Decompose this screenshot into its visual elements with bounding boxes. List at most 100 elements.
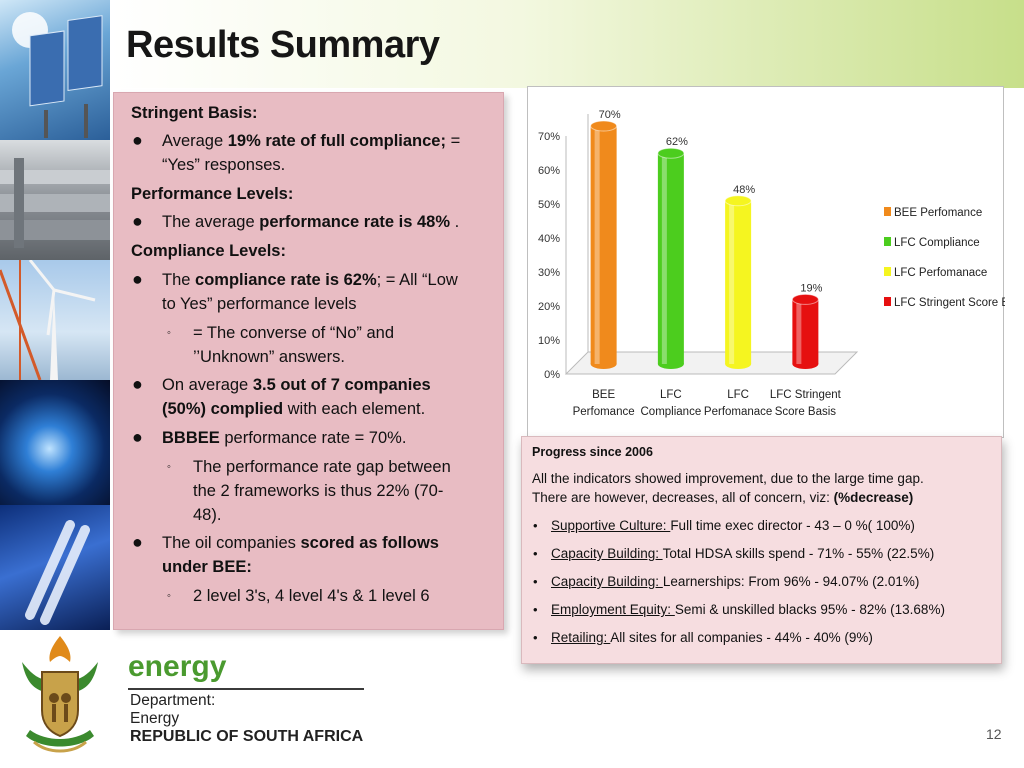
progress-intro-1: All the indicators showed improvement, d… [532, 471, 924, 486]
bar-base [792, 359, 819, 369]
bullet-icon: ● [132, 211, 143, 231]
x-tick-label: Compliance [641, 406, 702, 418]
y-tick-label: 40% [538, 233, 560, 245]
bullet-icon: • [533, 518, 538, 533]
sub-bullet-converse: = The converse of “No” and [193, 324, 395, 342]
sub-bullet-gap-cont2: 48). [193, 506, 222, 524]
y-tick-label: 20% [538, 301, 560, 313]
brand-divider [128, 688, 364, 690]
legend-entry: LFC Compliance [894, 237, 980, 249]
bullet-full-compliance-cont: “Yes” responses. [162, 156, 286, 174]
page-number: 12 [986, 726, 1002, 742]
bullet-companies-complied-cont: (50%) complied with each element. [162, 400, 426, 418]
x-tick-label: Perfomanace [704, 406, 772, 418]
bar-highlight [661, 153, 667, 364]
sub-bullet-icon: ◦ [167, 327, 171, 339]
bar-base [657, 359, 684, 369]
pipeline-image [0, 140, 110, 260]
stringent-heading: Stringent Basis: [131, 104, 258, 122]
legend-swatch [884, 207, 891, 216]
bullet-oil-companies: The oil companies scored as follows [162, 534, 439, 552]
bar [725, 200, 752, 364]
legend-entry: LFC Stringent Score Basis [894, 297, 1005, 309]
sub-bullet-icon: ◦ [167, 461, 171, 473]
title-band [110, 0, 1024, 88]
y-tick-label: 0% [544, 369, 560, 381]
bullet-icon: • [533, 630, 538, 645]
bar-base [590, 359, 617, 369]
country-name: REPUBLIC OF SOUTH AFRICA [130, 728, 364, 745]
bar [657, 153, 684, 364]
bullet-oil-companies-cont: under BEE: [162, 558, 252, 576]
data-label: 62% [666, 136, 688, 148]
chart-floor [564, 351, 859, 375]
compliance-heading: Compliance Levels: [131, 242, 286, 260]
legend-swatch [884, 297, 891, 306]
bar-top [657, 147, 685, 159]
progress-title: Progress since 2006 [532, 445, 653, 459]
progress-intro-2: There are however, decreases, all of con… [532, 490, 914, 505]
x-tick-label: LFC [727, 389, 749, 401]
progress-item: Employment Equity: Semi & unskilled blac… [551, 602, 945, 617]
data-label: 48% [733, 184, 755, 196]
gas-flame-image [0, 380, 110, 505]
x-tick-label: Perfomance [573, 406, 635, 418]
legend-entry: LFC Perfomanace [894, 267, 987, 279]
y-tick-label: 50% [538, 199, 560, 211]
bar-highlight [594, 126, 600, 364]
bar-top [724, 195, 752, 207]
legend-swatch [884, 267, 891, 276]
legend-swatch [884, 237, 891, 246]
bar-highlight [796, 299, 802, 364]
sub-bullet-gap: The performance rate gap between [193, 458, 451, 476]
x-tick-label: LFC Stringent [770, 389, 842, 401]
performance-heading: Performance Levels: [131, 185, 294, 203]
dept-label: Department: [130, 692, 216, 709]
data-label: 70% [599, 109, 621, 121]
bar-chart: 0% 10% 20% 30% 40% 50% 60% 70% 70% BEE Perfomance 6… [527, 86, 1005, 438]
bullet-bbbee-rate: BBBEE performance rate = 70%. [162, 429, 407, 447]
legend-entry: BEE Perfomance [894, 207, 982, 219]
bar [590, 126, 617, 364]
bar-highlight [729, 200, 735, 364]
bullet-icon: ● [132, 130, 143, 150]
bullet-icon: ● [132, 269, 143, 289]
slide-title: Results Summary [126, 24, 440, 66]
data-label: 19% [800, 282, 822, 294]
y-tick-label: 10% [538, 335, 560, 347]
progress-item: Supportive Culture: Full time exec direc… [551, 518, 915, 533]
energy-brand: energy [128, 650, 227, 683]
solar-panel-image [0, 0, 110, 140]
wind-turbine-image [0, 259, 110, 381]
energy-bulb-image [0, 505, 110, 630]
bar [792, 299, 819, 364]
dept-name: Energy [130, 710, 180, 727]
y-tick-label: 60% [538, 165, 560, 177]
bullet-icon: ● [132, 532, 143, 552]
x-tick-label: LFC [660, 389, 682, 401]
coat-of-arms-logo [12, 632, 108, 758]
sub-bullet-gap-cont1: the 2 frameworks is thus 22% (70- [193, 482, 444, 500]
bar-top [791, 293, 819, 305]
chart-canvas: 0% 10% 20% 30% 40% 50% 60% 70% 70% BEE Perfomance 6… [538, 109, 1005, 418]
y-tick-label: 30% [538, 267, 560, 279]
bullet-icon: • [533, 602, 538, 617]
bullet-compliance-rate: The compliance rate is 62%; = All “Low [162, 271, 458, 289]
progress-item: Capacity Building: Total HDSA skills spe… [551, 546, 935, 561]
summary-panel: Stringent Basis: ● Average 19% rate of f… [113, 92, 504, 630]
progress-item: Capacity Building: Learnerships: From 96… [551, 574, 920, 589]
bullet-icon: ● [132, 427, 143, 447]
sub-bullet-levels: 2 level 3's, 4 level 4's & 1 level 6 [193, 587, 430, 605]
progress-panel: Progress since 2006 All the indicators s… [521, 436, 1002, 664]
bar-top [590, 120, 618, 132]
y-tick-label: 70% [538, 131, 560, 143]
bullet-companies-complied: On average 3.5 out of 7 companies [162, 376, 431, 394]
bullet-compliance-rate-cont: to Yes” performance levels [162, 295, 357, 313]
x-tick-label: BEE [592, 389, 615, 401]
bar-base [725, 359, 752, 369]
bullet-icon: ● [132, 374, 143, 394]
x-tick-label: Score Basis [775, 406, 837, 418]
bullet-icon: • [533, 546, 538, 561]
bullet-performance-rate: The average performance rate is 48% . [162, 213, 460, 231]
sub-bullet-converse-cont: ’’Unknown” answers. [193, 348, 345, 366]
